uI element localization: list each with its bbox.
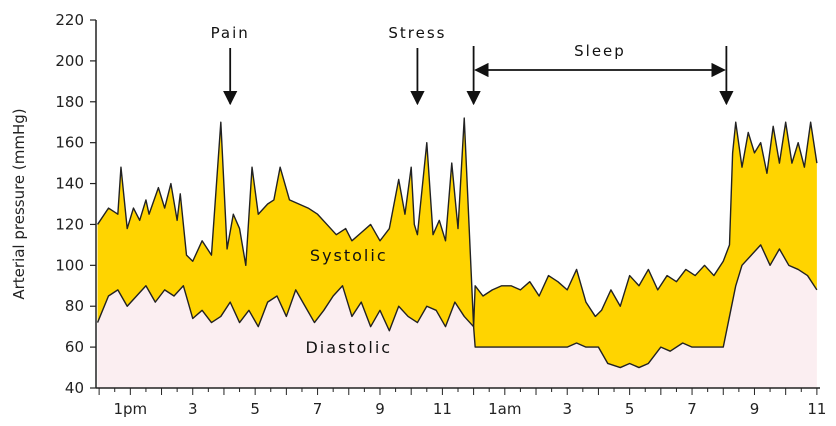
x-tick-label: 7 xyxy=(313,400,323,418)
y-tick-label: 100 xyxy=(55,256,84,274)
x-tick-label: 5 xyxy=(250,400,260,418)
x-tick-label: 9 xyxy=(375,400,385,418)
x-tick-label: 1pm xyxy=(113,400,147,418)
y-tick-label: 160 xyxy=(55,134,84,152)
x-tick-label: 7 xyxy=(687,400,697,418)
y-tick-label: 80 xyxy=(65,297,84,315)
series-label: Diastolic xyxy=(305,338,392,357)
series-label: Systolic xyxy=(310,246,388,265)
axes-layer: 40 60 80 100 120 140 160 180 200 220 1pm 3 5 7 9 11 1am 3… xyxy=(55,11,826,418)
x-tick-label: 3 xyxy=(188,400,198,418)
y-tick-label: 120 xyxy=(55,215,84,233)
x-tick-label: 9 xyxy=(750,400,760,418)
y-tick-label: 180 xyxy=(55,93,84,111)
x-tick-label: 5 xyxy=(625,400,635,418)
x-tick-label: 3 xyxy=(562,400,572,418)
line-layer xyxy=(96,117,818,369)
pressure-band xyxy=(97,118,817,368)
y-tick-label: 140 xyxy=(55,175,84,193)
diastolic-underfill xyxy=(97,244,817,388)
x-tick-label: 11 xyxy=(433,400,452,418)
y-tick-label: 60 xyxy=(65,338,84,356)
y-tick-label: 40 xyxy=(65,379,84,397)
diastolic-line xyxy=(96,244,818,369)
x-tick-label: 11 xyxy=(807,400,826,418)
y-axis-title: Arterial pressure (mmHg) xyxy=(10,108,28,299)
annotation-label: Stress xyxy=(388,24,446,42)
x-tick-label: 1am xyxy=(488,400,521,418)
annotation-layer: Pain Stress Sleep Systolic Diastolic xyxy=(211,24,734,357)
range-annotation-label: Sleep xyxy=(574,42,626,60)
annotation-label: Pain xyxy=(211,24,250,42)
fill-layer xyxy=(97,118,817,388)
y-tick-label: 200 xyxy=(55,52,84,70)
systolic-line xyxy=(96,117,818,328)
y-tick-label: 220 xyxy=(55,11,84,29)
